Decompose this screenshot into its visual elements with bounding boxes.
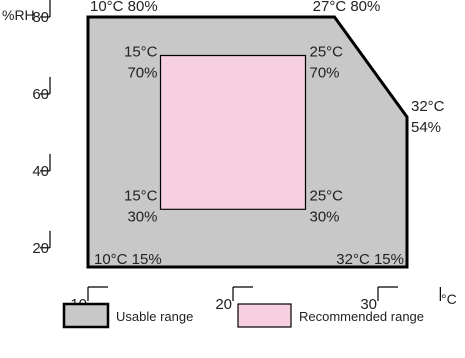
annotation-15c-30rh: 15°C 30% <box>124 187 158 225</box>
annotation-line: 10°C 80% <box>90 0 158 15</box>
annotation-line: 54% <box>411 119 441 136</box>
legend-label-2: Recommended range <box>299 309 424 324</box>
y-axis-unit: %RH <box>2 7 35 23</box>
annotation-line: 10°C 15% <box>94 251 162 268</box>
annotation-line: 30% <box>127 208 157 225</box>
legend-swatch-2 <box>237 303 292 328</box>
legend-label-1: Usable range <box>116 309 193 324</box>
annotation-line: 25°C <box>310 187 344 204</box>
annotation-15c-70rh: 15°C 70% <box>124 44 158 82</box>
annotation-line: 25°C <box>310 44 344 61</box>
annotation-line: 27°C 80% <box>313 0 381 15</box>
annotation-10c-80rh: 10°C 80% <box>90 0 158 15</box>
y-tick-label-80: 80 <box>32 9 49 26</box>
annotation-line: 15°C <box>124 44 158 61</box>
annotation-25c-30rh: 25°C 30% <box>310 187 344 225</box>
annotation-32c-54rh: 32°C 54% <box>411 98 445 136</box>
x-tick-label-30: 30 <box>360 296 377 313</box>
annotation-32c-15rh: 32°C 15% <box>336 251 404 268</box>
legend-swatch-1 <box>62 302 110 329</box>
annotation-line: 70% <box>310 65 340 82</box>
regions-layer <box>86 15 409 269</box>
annotations-layer: 10°C 80% 27°C 80% 32°C 54% 10°C 15% 32°C 15% 1… <box>90 0 445 268</box>
annotation-line: 32°C <box>411 98 445 115</box>
axes-layer: %RH °C 20406080102030 <box>2 0 457 313</box>
legend: Usable range Recommended range <box>62 302 424 329</box>
y-tick-label-40: 40 <box>32 163 49 180</box>
annotation-line: 15°C <box>124 187 158 204</box>
annotation-25c-70rh: 25°C 70% <box>310 44 344 82</box>
annotation-line: 70% <box>127 65 157 82</box>
y-tick-label-20: 20 <box>32 240 49 257</box>
y-tick-label-60: 60 <box>32 86 49 103</box>
annotation-line: 32°C 15% <box>336 251 404 268</box>
x-tick-label-20: 20 <box>215 296 232 313</box>
x-axis-unit: °C <box>441 291 457 307</box>
annotation-27c-80rh: 27°C 80% <box>313 0 381 15</box>
region-recommended-range <box>159 54 307 210</box>
annotation-10c-15rh: 10°C 15% <box>94 251 162 268</box>
annotation-line: 30% <box>310 208 340 225</box>
